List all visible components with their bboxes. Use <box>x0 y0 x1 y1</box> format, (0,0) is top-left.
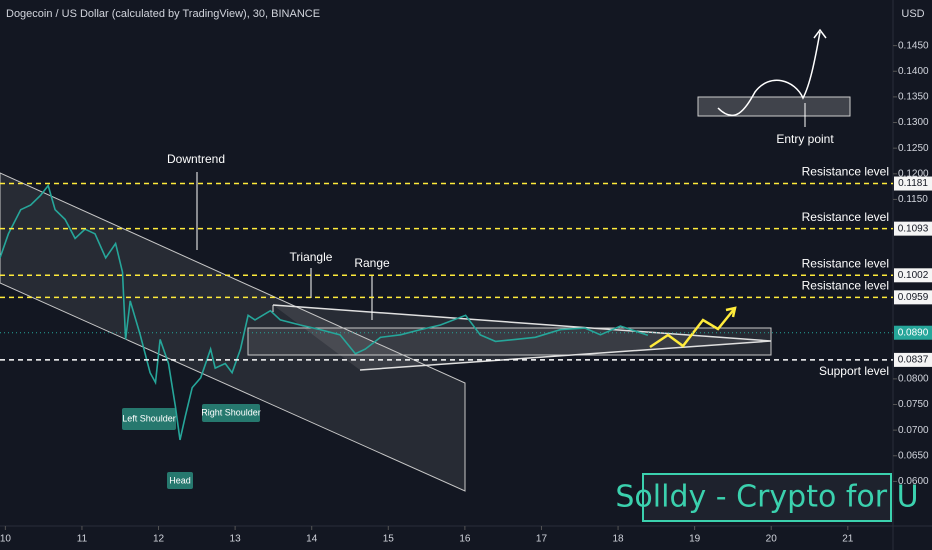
entry-curve <box>717 31 821 116</box>
annotation: Head <box>169 475 191 485</box>
y-tick-label: 0.1400 <box>898 66 929 77</box>
y-tick-label: 0.1350 <box>898 92 929 103</box>
annotation: Downtrend <box>167 152 225 166</box>
annotation: Left Shoulder <box>122 413 176 423</box>
label-box <box>122 408 176 430</box>
price-tag-label: 0.1002 <box>898 270 929 281</box>
x-tick-label: 21 <box>842 534 854 545</box>
label-box <box>167 472 193 489</box>
y-tick-label: 0.0600 <box>898 476 929 487</box>
level-name: Resistance level <box>802 165 889 179</box>
x-tick-label: 11 <box>77 534 88 545</box>
price-tag <box>894 352 932 367</box>
brand: Solldy - Crypto for U <box>615 480 918 515</box>
price-tag <box>894 325 932 340</box>
price-tag-label: 0.0890 <box>898 327 929 338</box>
x-tick-label: 19 <box>689 534 701 545</box>
annotation: Right Shoulder <box>201 407 261 417</box>
y-tick-label: 0.1150 <box>898 194 928 205</box>
level-name: Resistance level <box>802 256 889 270</box>
price-tag-label: 0.1181 <box>898 178 928 189</box>
x-tick-label: 17 <box>536 534 548 545</box>
y-tick-label: 0.0650 <box>898 450 929 461</box>
price-tag <box>894 268 932 283</box>
annotation: Triangle <box>290 250 333 264</box>
y-tick-label: 0.0750 <box>898 399 929 410</box>
arrow-head <box>813 28 827 39</box>
y-tick-label: 0.1250 <box>898 143 929 154</box>
price-tag <box>894 290 932 305</box>
level-name: Support level <box>819 364 889 378</box>
price-tag-label: 0.0837 <box>898 355 929 366</box>
label-box <box>202 404 260 422</box>
y-tick-label: 0.1300 <box>898 117 929 128</box>
x-tick-label: 13 <box>230 534 242 545</box>
y-tick-label: 0.1200 <box>898 168 929 179</box>
x-tick-label: 10 <box>0 534 11 545</box>
x-tick-label: 15 <box>383 534 395 545</box>
x-tick-label: 16 <box>459 534 471 545</box>
chart-title: Dogecoin / US Dollar (calculated by Trad… <box>6 8 320 20</box>
x-tick-label: 18 <box>612 534 624 545</box>
annotation: Entry point <box>776 132 834 146</box>
price-tag <box>894 221 932 236</box>
y-tick-label: 0.0800 <box>898 374 929 385</box>
x-tick-label: 14 <box>306 534 318 545</box>
x-tick-label: 20 <box>766 534 778 545</box>
drawings <box>0 28 892 522</box>
level-name: Resistance level <box>802 279 889 293</box>
price-tag-label: 0.1093 <box>898 223 929 234</box>
y-tick-label: 0.0700 <box>898 425 929 436</box>
x-tick-label: 12 <box>153 534 165 545</box>
brand-box <box>642 473 892 522</box>
level-name: Resistance level <box>802 210 889 224</box>
arrow-head <box>725 306 737 318</box>
currency: USD <box>901 8 924 20</box>
price-tag <box>894 176 932 191</box>
y-tick-label: 0.1450 <box>898 40 929 51</box>
downtrend-channel <box>0 172 466 492</box>
entry-box <box>697 96 851 117</box>
price-tag-label: 0.0959 <box>898 292 929 303</box>
annotation: Range <box>354 256 390 270</box>
